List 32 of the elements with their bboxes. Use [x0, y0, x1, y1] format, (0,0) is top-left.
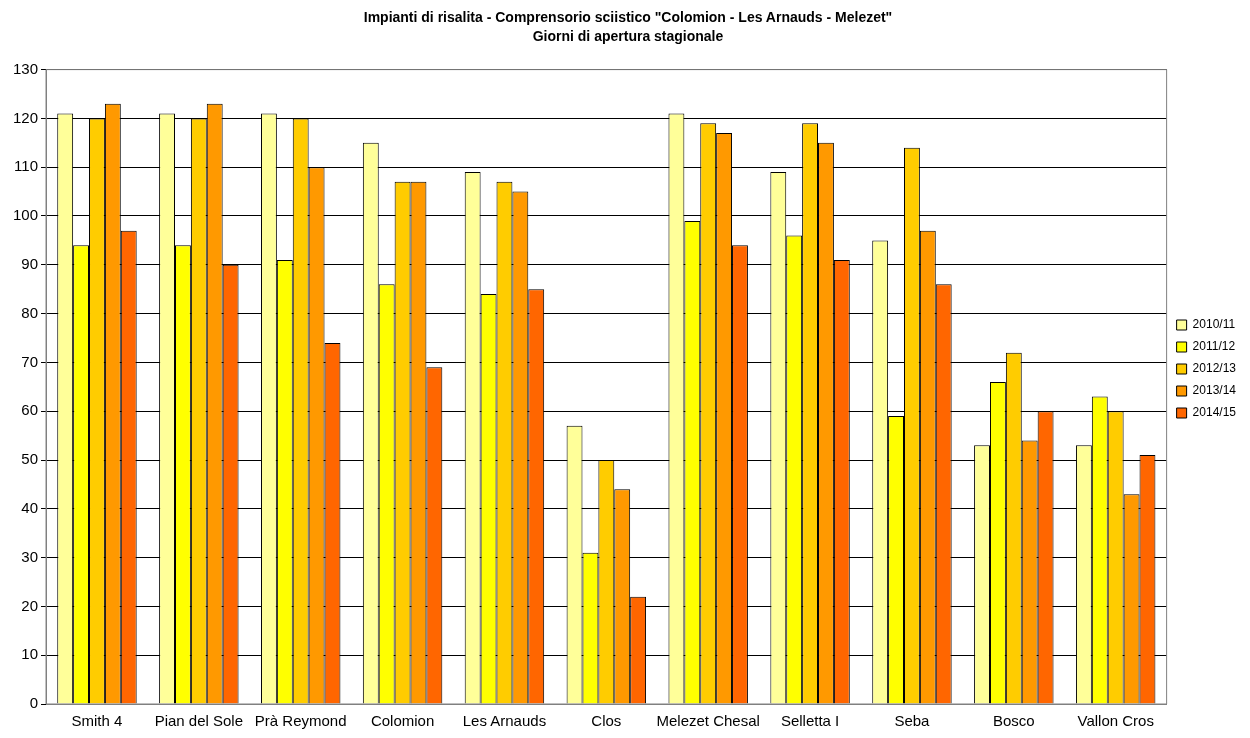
- legend-label: 2012/13: [1192, 361, 1237, 376]
- x-tick-label: Prà Reymond: [254, 712, 347, 730]
- y-tick-label: 70: [21, 352, 39, 370]
- y-tick-label: 130: [13, 59, 39, 77]
- x-tick-label: Les Arnauds: [462, 712, 547, 730]
- x-tick-label: Melezet Chesal: [656, 712, 760, 730]
- y-tick-label: 80: [21, 303, 39, 321]
- y-tick-label: 10: [21, 645, 39, 663]
- legend-label: 2011/12: [1192, 339, 1236, 354]
- x-tick-label: Bosco: [992, 712, 1035, 730]
- legend-label: 2010/11: [1192, 317, 1236, 332]
- legend-label: 2013/14: [1192, 383, 1237, 398]
- x-tick-label: Clos: [591, 712, 622, 730]
- y-tick-label: 0: [29, 694, 39, 712]
- x-tick-label: Smith 4: [71, 712, 123, 730]
- y-tick-label: 100: [13, 206, 39, 224]
- y-tick-label: 50: [21, 450, 39, 468]
- y-tick-label: 60: [21, 401, 39, 419]
- y-tick-label: 20: [21, 596, 39, 614]
- y-tick-label: 40: [21, 498, 39, 516]
- legend-label: 2014/15: [1192, 405, 1237, 420]
- chart-subtitle: Giorni di apertura stagionale: [532, 28, 724, 45]
- x-tick-label: Colomion: [370, 712, 435, 730]
- x-tick-label: Vallon Cros: [1077, 712, 1154, 730]
- x-tick-label: Pian del Sole: [154, 712, 244, 730]
- y-tick-label: 120: [13, 108, 39, 126]
- x-tick-label: Selletta I: [780, 712, 840, 730]
- y-tick-label: 90: [21, 254, 39, 272]
- y-tick-label: 30: [21, 547, 39, 565]
- x-tick-label: Seba: [894, 712, 931, 730]
- chart-title: Impianti di risalita - Comprensorio sciistico "Colomion - Les Arnauds - Melezet": [363, 9, 893, 26]
- y-tick-label: 110: [14, 157, 39, 175]
